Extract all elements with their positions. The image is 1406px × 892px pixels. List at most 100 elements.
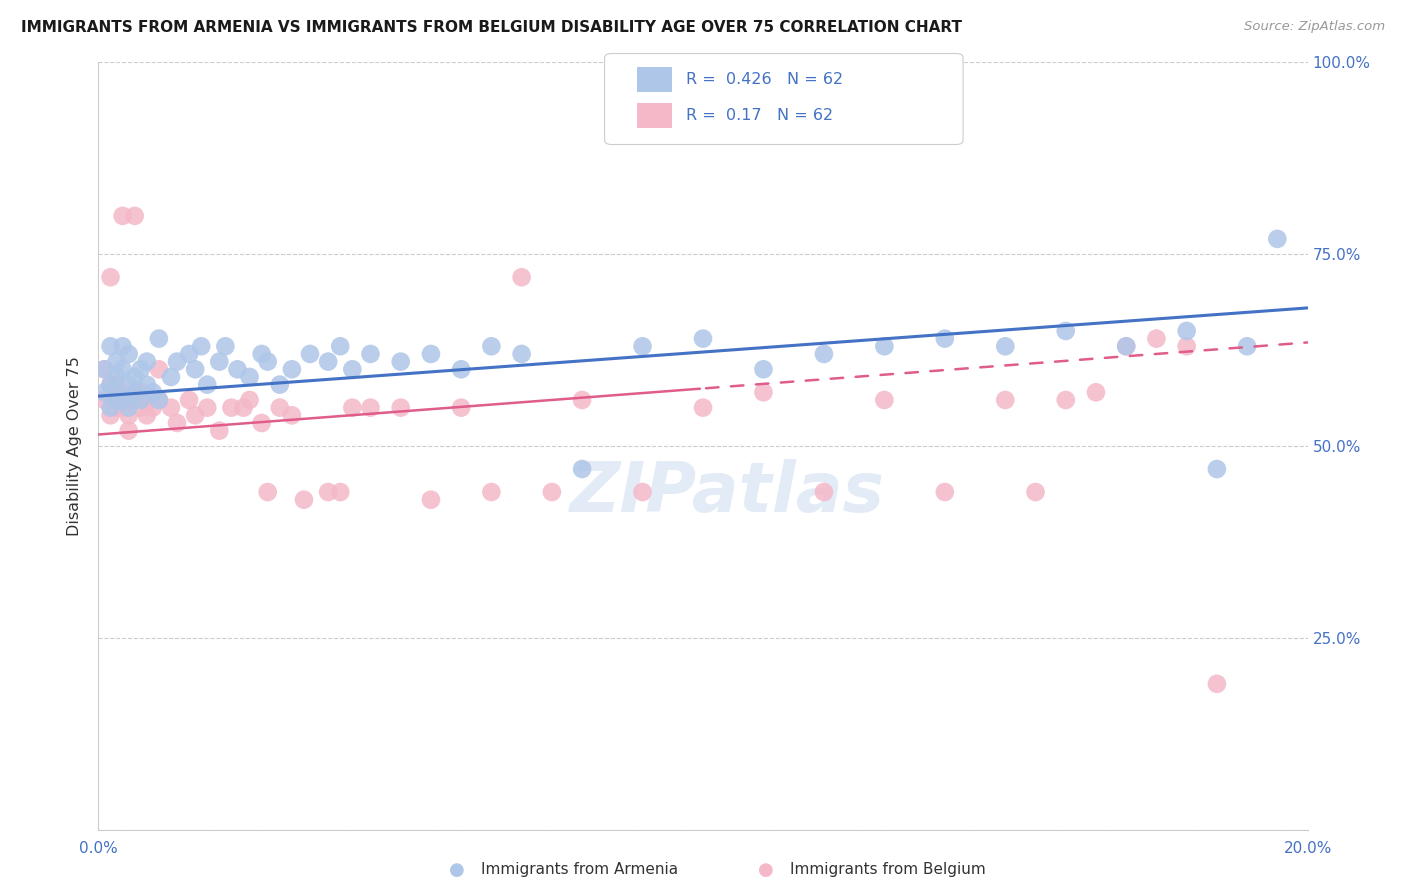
Point bbox=[100, 377, 122, 392]
Point bbox=[93, 362, 115, 376]
Point bbox=[1054, 392, 1077, 407]
Point bbox=[118, 424, 141, 438]
Point bbox=[1175, 339, 1198, 353]
Point bbox=[631, 339, 654, 353]
Point bbox=[142, 385, 165, 400]
Point bbox=[450, 401, 472, 415]
Text: Immigrants from Armenia: Immigrants from Armenia bbox=[481, 863, 678, 877]
Point bbox=[256, 354, 278, 368]
Point bbox=[873, 392, 896, 407]
Point bbox=[160, 370, 183, 384]
Point bbox=[129, 385, 152, 400]
Point bbox=[208, 354, 231, 368]
Point bbox=[184, 362, 207, 376]
Point bbox=[148, 332, 170, 346]
Point bbox=[281, 409, 304, 423]
Point bbox=[111, 392, 134, 407]
Point bbox=[111, 362, 134, 376]
Point bbox=[118, 347, 141, 361]
Point bbox=[873, 339, 896, 353]
Point bbox=[105, 377, 128, 392]
Y-axis label: Disability Age Over 75: Disability Age Over 75 bbox=[67, 356, 83, 536]
Point bbox=[226, 362, 249, 376]
Point bbox=[1236, 339, 1258, 353]
Point bbox=[752, 385, 775, 400]
Point bbox=[342, 401, 364, 415]
Point bbox=[571, 392, 593, 407]
Point bbox=[692, 401, 714, 415]
Text: Immigrants from Belgium: Immigrants from Belgium bbox=[790, 863, 986, 877]
Point bbox=[135, 377, 157, 392]
Point bbox=[813, 485, 835, 500]
Point bbox=[111, 401, 134, 415]
Point bbox=[111, 209, 134, 223]
Text: R =  0.426   N = 62: R = 0.426 N = 62 bbox=[686, 72, 844, 87]
Point bbox=[1175, 324, 1198, 338]
Point bbox=[329, 339, 352, 353]
Point bbox=[179, 347, 201, 361]
Point bbox=[179, 392, 201, 407]
Point bbox=[1144, 332, 1167, 346]
Point bbox=[148, 362, 170, 376]
Point bbox=[214, 339, 236, 353]
Point bbox=[118, 392, 141, 407]
Text: ●: ● bbox=[449, 861, 465, 879]
Point bbox=[481, 485, 503, 500]
Text: R =  0.17   N = 62: R = 0.17 N = 62 bbox=[686, 108, 834, 122]
Point bbox=[93, 385, 115, 400]
Point bbox=[631, 485, 654, 500]
Point bbox=[195, 401, 218, 415]
Point bbox=[239, 392, 262, 407]
Text: ZIPatlas: ZIPatlas bbox=[569, 458, 884, 525]
Point bbox=[124, 392, 146, 407]
Point bbox=[100, 270, 122, 285]
Point bbox=[232, 401, 254, 415]
Text: IMMIGRANTS FROM ARMENIA VS IMMIGRANTS FROM BELGIUM DISABILITY AGE OVER 75 CORREL: IMMIGRANTS FROM ARMENIA VS IMMIGRANTS FR… bbox=[21, 20, 962, 35]
Point bbox=[239, 370, 262, 384]
Point bbox=[129, 392, 152, 407]
Point bbox=[105, 370, 128, 384]
Point bbox=[105, 385, 128, 400]
Point bbox=[135, 354, 157, 368]
Point bbox=[129, 401, 152, 415]
Point bbox=[195, 377, 218, 392]
Point bbox=[1267, 232, 1289, 246]
Point bbox=[752, 362, 775, 376]
Point bbox=[389, 354, 412, 368]
Point bbox=[934, 332, 956, 346]
Point bbox=[571, 462, 593, 476]
Point bbox=[1206, 462, 1229, 476]
Point bbox=[100, 377, 122, 392]
Point bbox=[221, 401, 243, 415]
Point bbox=[124, 385, 146, 400]
Point bbox=[118, 401, 141, 415]
Point bbox=[934, 485, 956, 500]
Point bbox=[105, 392, 128, 407]
Point bbox=[813, 347, 835, 361]
Point bbox=[292, 492, 315, 507]
Point bbox=[184, 409, 207, 423]
Point bbox=[160, 401, 183, 415]
Point bbox=[100, 339, 122, 353]
Point bbox=[256, 485, 278, 500]
Point bbox=[994, 392, 1017, 407]
Point bbox=[93, 362, 115, 376]
Point bbox=[135, 392, 157, 407]
Text: ●: ● bbox=[758, 861, 775, 879]
Point bbox=[510, 347, 533, 361]
Point bbox=[118, 377, 141, 392]
Point bbox=[190, 339, 212, 353]
Point bbox=[124, 385, 146, 400]
Point bbox=[360, 401, 382, 415]
Point bbox=[1024, 485, 1046, 500]
Point bbox=[111, 385, 134, 400]
Point bbox=[420, 347, 443, 361]
Point bbox=[166, 354, 188, 368]
Point bbox=[420, 492, 443, 507]
Point bbox=[316, 354, 339, 368]
Point bbox=[124, 370, 146, 384]
Point bbox=[510, 270, 533, 285]
Point bbox=[316, 485, 339, 500]
Point bbox=[135, 409, 157, 423]
Point bbox=[148, 392, 170, 407]
